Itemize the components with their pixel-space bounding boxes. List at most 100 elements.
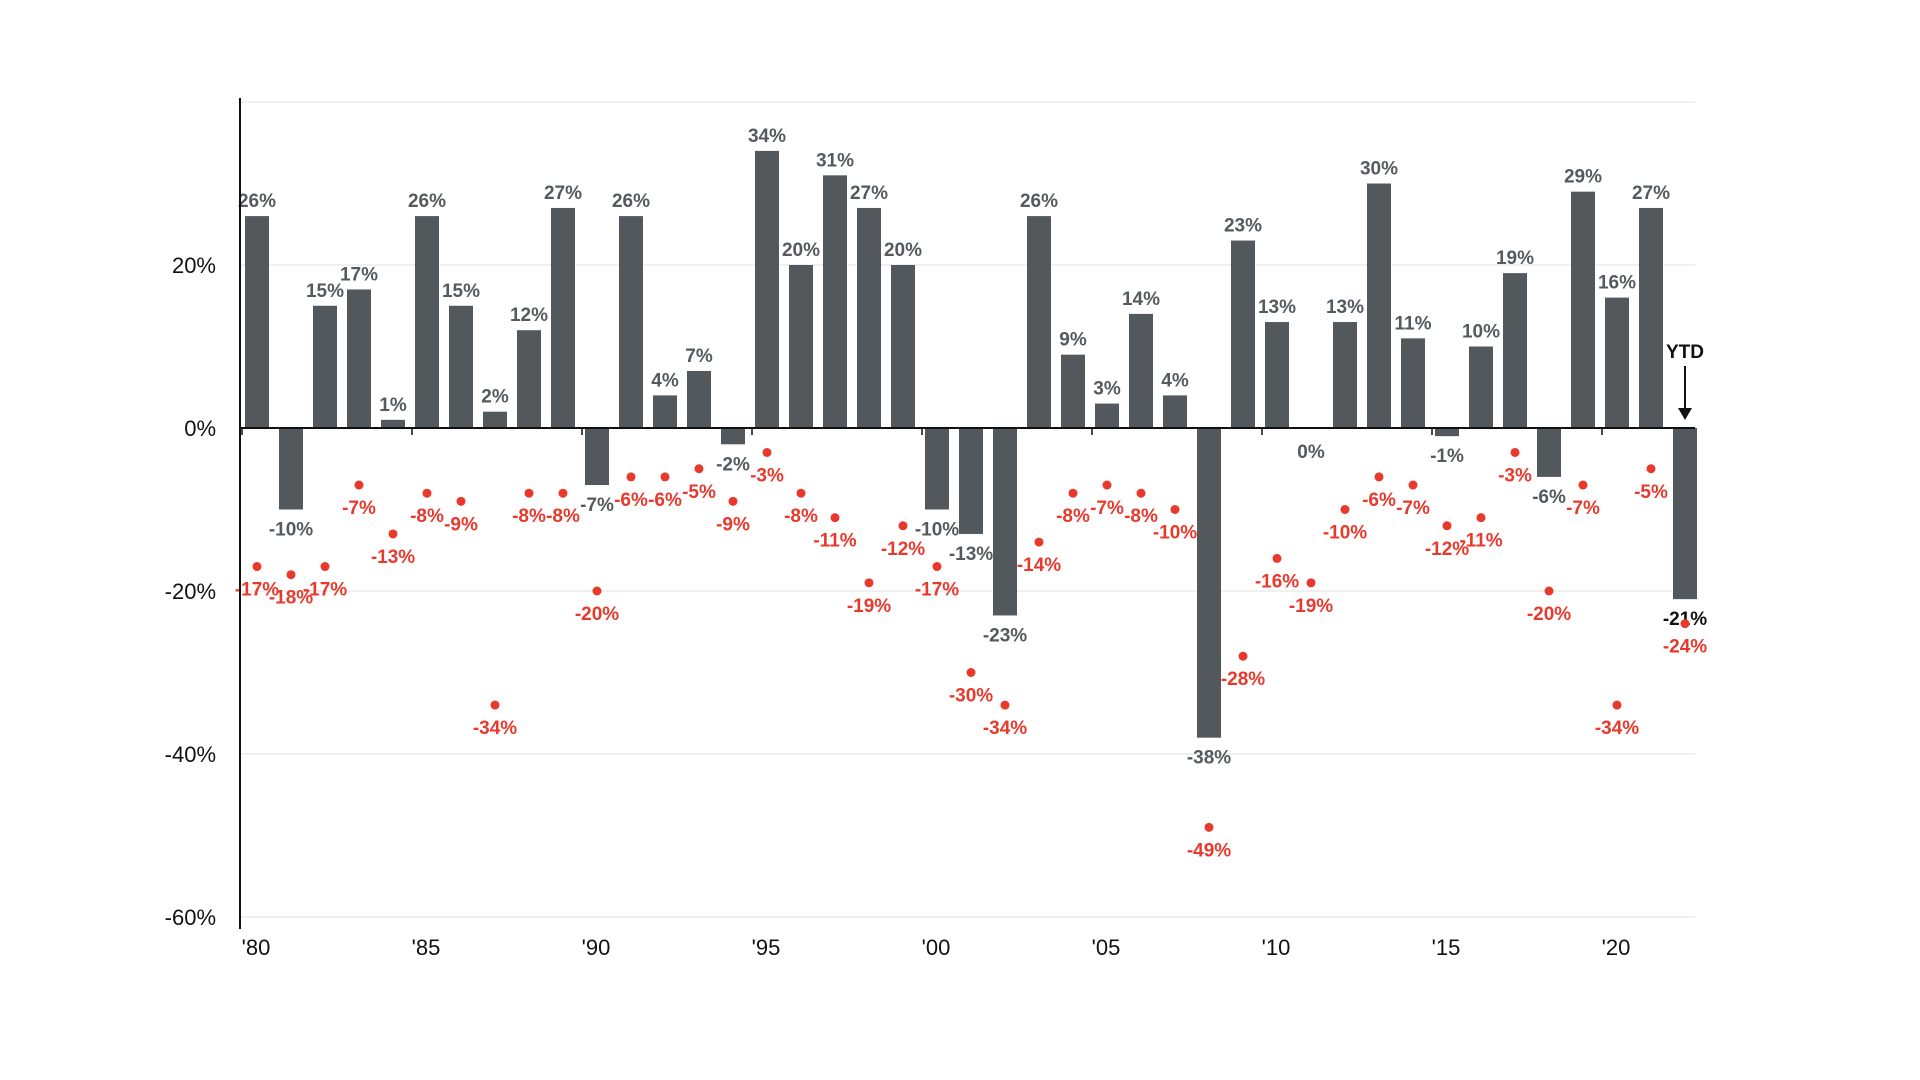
decline-dot bbox=[1170, 505, 1180, 514]
decline-dot bbox=[456, 496, 466, 506]
bar bbox=[721, 428, 745, 445]
ytd-arrow-head-icon bbox=[1678, 408, 1692, 420]
decline-label: -7% bbox=[1090, 498, 1124, 519]
bar-label: 4% bbox=[651, 370, 679, 391]
decline-dot bbox=[1272, 553, 1282, 563]
decline-label: -3% bbox=[1498, 465, 1532, 486]
bar bbox=[449, 305, 473, 428]
decline-label: -9% bbox=[444, 514, 478, 535]
decline-dot bbox=[762, 447, 772, 457]
decline-dot bbox=[1408, 480, 1418, 490]
decline-label: -12% bbox=[881, 539, 925, 560]
bar bbox=[755, 150, 779, 428]
bar-label: 17% bbox=[340, 264, 378, 285]
bar-label: 1% bbox=[379, 395, 407, 416]
bar bbox=[1129, 313, 1153, 428]
bar bbox=[551, 207, 575, 428]
bar-label: -7% bbox=[580, 495, 614, 516]
bar bbox=[1095, 403, 1119, 428]
bar-label: 20% bbox=[782, 240, 820, 261]
bar-labels: 26%-10%15%17%1%26%15%2%12%27%-7%26%4%7%-… bbox=[238, 126, 1707, 769]
decline-label: -12% bbox=[1425, 539, 1469, 560]
bar-label: 26% bbox=[408, 191, 446, 212]
bar bbox=[959, 428, 983, 534]
decline-dot bbox=[1102, 480, 1112, 490]
bar bbox=[1571, 191, 1595, 428]
bar bbox=[1605, 297, 1629, 428]
decline-label: -6% bbox=[614, 490, 648, 511]
decline-label: -8% bbox=[784, 506, 818, 527]
decline-dot bbox=[1306, 578, 1316, 588]
bar bbox=[1231, 240, 1255, 428]
decline-dot bbox=[320, 562, 330, 572]
decline-label: -8% bbox=[1056, 506, 1090, 527]
bar bbox=[857, 207, 881, 428]
y-axis-ticks: -60% -40% -20% 0% 20% bbox=[165, 253, 216, 930]
decline-dot bbox=[1442, 521, 1452, 531]
bar-label: 7% bbox=[685, 346, 713, 367]
decline-label: -16% bbox=[1255, 571, 1299, 592]
decline-dot bbox=[660, 472, 670, 482]
bar-label: 34% bbox=[748, 126, 786, 147]
decline-dot bbox=[490, 700, 500, 710]
gridlines bbox=[240, 101, 1695, 918]
bar-label: 27% bbox=[850, 183, 888, 204]
decline-label: -30% bbox=[949, 686, 993, 707]
decline-label: -17% bbox=[915, 580, 959, 601]
bar bbox=[1401, 338, 1425, 428]
decline-label: -5% bbox=[682, 482, 716, 503]
decline-dot bbox=[558, 488, 568, 498]
y-tick-label: -20% bbox=[165, 579, 216, 604]
decline-label: -10% bbox=[1153, 523, 1197, 544]
decline-labels: -17%-18%-17%-7%-13%-8% -9%-34%-8% -8%-20%-… bbox=[235, 465, 1707, 861]
bar-label: -1% bbox=[1430, 446, 1464, 467]
bar-label: 26% bbox=[238, 191, 276, 212]
bar bbox=[1163, 395, 1187, 428]
bar bbox=[1435, 428, 1459, 437]
bar bbox=[993, 428, 1017, 616]
decline-dot bbox=[1510, 447, 1520, 457]
decline-label: -10% bbox=[1323, 523, 1367, 544]
bar-label: 16% bbox=[1598, 273, 1636, 294]
bar-label: 20% bbox=[884, 240, 922, 261]
bar bbox=[381, 419, 405, 428]
decline-dot bbox=[1136, 488, 1146, 498]
bar-label: 13% bbox=[1258, 297, 1296, 318]
x-tick-label: '90 bbox=[582, 935, 611, 960]
bar-label: 4% bbox=[1161, 370, 1189, 391]
bar bbox=[245, 216, 269, 428]
bar-label: 15% bbox=[442, 281, 480, 302]
bar-label: 13% bbox=[1326, 297, 1364, 318]
decline-label: -5% bbox=[1634, 482, 1668, 503]
decline-label: -18% bbox=[269, 588, 313, 609]
bar bbox=[1673, 428, 1697, 600]
decline-dot bbox=[626, 472, 636, 482]
decline-dot bbox=[796, 488, 806, 498]
decline-label: -14% bbox=[1017, 555, 1061, 576]
bar-label: -23% bbox=[983, 625, 1027, 646]
decline-dot bbox=[1476, 513, 1486, 523]
bar-label: 26% bbox=[612, 191, 650, 212]
decline-dot bbox=[592, 586, 602, 596]
decline-label: -17% bbox=[235, 580, 279, 601]
decline-label: -8% bbox=[546, 506, 580, 527]
bar bbox=[1537, 428, 1561, 477]
bar bbox=[1197, 428, 1221, 738]
bar bbox=[1265, 322, 1289, 428]
decline-dot bbox=[388, 529, 398, 539]
decline-label: -34% bbox=[983, 718, 1027, 739]
bar bbox=[483, 411, 507, 428]
decline-label: -8% bbox=[410, 506, 444, 527]
decline-label: -8% bbox=[1124, 506, 1158, 527]
decline-label: -24% bbox=[1663, 637, 1707, 658]
x-tick-label: '85 bbox=[412, 935, 441, 960]
bars bbox=[245, 150, 1697, 738]
decline-dot bbox=[1680, 619, 1690, 629]
x-tick-label: '95 bbox=[752, 935, 781, 960]
bar bbox=[653, 395, 677, 428]
y-tick-label: 0% bbox=[184, 416, 216, 441]
bar-label: 14% bbox=[1122, 289, 1160, 310]
decline-dot bbox=[1068, 488, 1078, 498]
x-tick-label: '05 bbox=[1092, 935, 1121, 960]
